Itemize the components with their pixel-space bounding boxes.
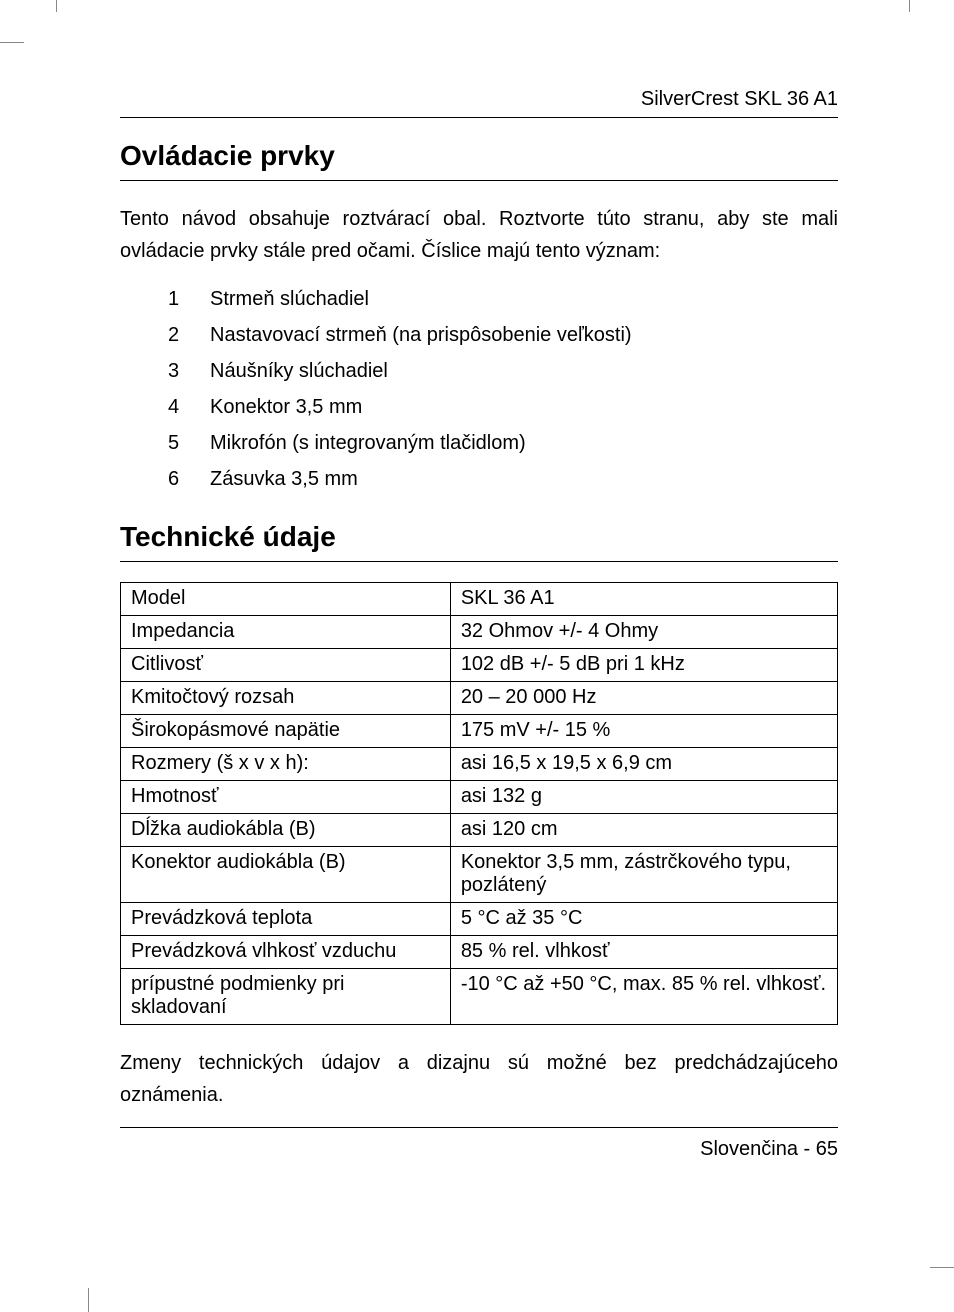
crop-mark bbox=[0, 42, 24, 43]
list-item-label: Strmeň slúchadiel bbox=[210, 281, 369, 317]
list-item: 6Zásuvka 3,5 mm bbox=[168, 461, 838, 497]
table-cell: 175 mV +/- 15 % bbox=[450, 715, 837, 748]
list-item: 4Konektor 3,5 mm bbox=[168, 389, 838, 425]
page-footer: Slovenčina - 65 bbox=[120, 1127, 838, 1161]
table-row: Impedancia32 Ohmov +/- 4 Ohmy bbox=[121, 616, 838, 649]
list-item: 1Strmeň slúchadiel bbox=[168, 281, 838, 317]
table-cell: Dĺžka audiokábla (B) bbox=[121, 814, 451, 847]
list-item-number: 1 bbox=[168, 281, 210, 317]
list-item-number: 3 bbox=[168, 353, 210, 389]
table-cell: 32 Ohmov +/- 4 Ohmy bbox=[450, 616, 837, 649]
table-row: prípustné podmienky pri skladovaní-10 °C… bbox=[121, 969, 838, 1025]
table-row: Prevádzková vlhkosť vzduchu85 % rel. vlh… bbox=[121, 936, 838, 969]
table-cell: Prevádzková teplota bbox=[121, 903, 451, 936]
list-item-number: 5 bbox=[168, 425, 210, 461]
list-item-label: Konektor 3,5 mm bbox=[210, 389, 362, 425]
table-cell: Citlivosť bbox=[121, 649, 451, 682]
table-cell: Hmotnosť bbox=[121, 781, 451, 814]
table-cell: asi 120 cm bbox=[450, 814, 837, 847]
list-item: 3Náušníky slúchadiel bbox=[168, 353, 838, 389]
table-row: Širokopásmové napätie175 mV +/- 15 % bbox=[121, 715, 838, 748]
table-cell: Model bbox=[121, 583, 451, 616]
list-item: 2Nastavovací strmeň (na prispôsobenie ve… bbox=[168, 317, 838, 353]
table-cell: 5 °C až 35 °C bbox=[450, 903, 837, 936]
table-row: Hmotnosťasi 132 g bbox=[121, 781, 838, 814]
table-cell: 85 % rel. vlhkosť bbox=[450, 936, 837, 969]
list-item-number: 6 bbox=[168, 461, 210, 497]
table-cell: 102 dB +/- 5 dB pri 1 kHz bbox=[450, 649, 837, 682]
table-cell: 20 – 20 000 Hz bbox=[450, 682, 837, 715]
table-row: Citlivosť102 dB +/- 5 dB pri 1 kHz bbox=[121, 649, 838, 682]
table-row: ModelSKL 36 A1 bbox=[121, 583, 838, 616]
table-row: Dĺžka audiokábla (B)asi 120 cm bbox=[121, 814, 838, 847]
crop-mark bbox=[909, 0, 910, 12]
list-item-label: Zásuvka 3,5 mm bbox=[210, 461, 358, 497]
section-specs-title: Technické údaje bbox=[120, 521, 838, 562]
crop-mark bbox=[88, 1288, 89, 1312]
table-cell: prípustné podmienky pri skladovaní bbox=[121, 969, 451, 1025]
table-row: Kmitočtový rozsah20 – 20 000 Hz bbox=[121, 682, 838, 715]
table-cell: -10 °C až +50 °C, max. 85 % rel. vlhkosť… bbox=[450, 969, 837, 1025]
list-item-label: Nastavovací strmeň (na prispôsobenie veľ… bbox=[210, 317, 632, 353]
table-cell: asi 132 g bbox=[450, 781, 837, 814]
list-item-label: Mikrofón (s integrovaným tlačidlom) bbox=[210, 425, 526, 461]
controls-intro: Tento návod obsahuje roztvárací obal. Ro… bbox=[120, 203, 838, 267]
table-cell: Prevádzková vlhkosť vzduchu bbox=[121, 936, 451, 969]
table-cell: asi 16,5 x 19,5 x 6,9 cm bbox=[450, 748, 837, 781]
table-cell: Konektor 3,5 mm, zástrčkového typu, pozl… bbox=[450, 847, 837, 903]
list-item-label: Náušníky slúchadiel bbox=[210, 353, 388, 389]
table-row: Prevádzková teplota5 °C až 35 °C bbox=[121, 903, 838, 936]
table-cell: SKL 36 A1 bbox=[450, 583, 837, 616]
list-item: 5Mikrofón (s integrovaným tlačidlom) bbox=[168, 425, 838, 461]
crop-mark bbox=[56, 0, 57, 12]
crop-mark bbox=[930, 1267, 954, 1268]
list-item-number: 4 bbox=[168, 389, 210, 425]
controls-list: 1Strmeň slúchadiel2Nastavovací strmeň (n… bbox=[168, 281, 838, 497]
spec-table: ModelSKL 36 A1Impedancia32 Ohmov +/- 4 O… bbox=[120, 582, 838, 1025]
table-row: Konektor audiokábla (B)Konektor 3,5 mm, … bbox=[121, 847, 838, 903]
table-cell: Impedancia bbox=[121, 616, 451, 649]
specs-note: Zmeny technických údajov a dizajnu sú mo… bbox=[120, 1047, 838, 1111]
table-row: Rozmery (š x v x h):asi 16,5 x 19,5 x 6,… bbox=[121, 748, 838, 781]
table-cell: Konektor audiokábla (B) bbox=[121, 847, 451, 903]
section-controls-title: Ovládacie prvky bbox=[120, 140, 838, 181]
table-cell: Rozmery (š x v x h): bbox=[121, 748, 451, 781]
header-product: SilverCrest SKL 36 A1 bbox=[120, 88, 838, 118]
table-cell: Kmitočtový rozsah bbox=[121, 682, 451, 715]
list-item-number: 2 bbox=[168, 317, 210, 353]
table-cell: Širokopásmové napätie bbox=[121, 715, 451, 748]
